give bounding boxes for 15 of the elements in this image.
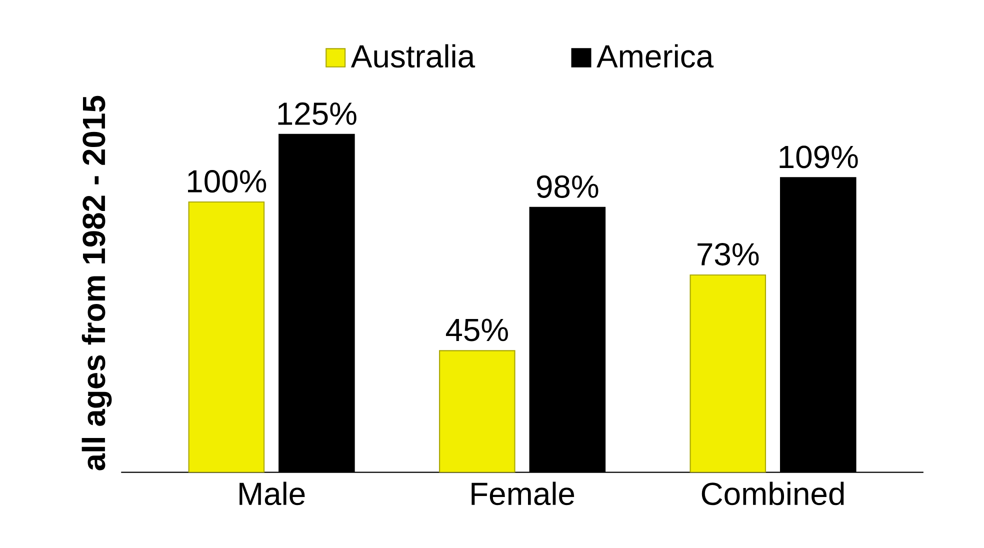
- legend-label: America: [596, 44, 714, 68]
- x-tick-label: Male: [240, 482, 305, 506]
- data-label: 125%: [278, 102, 356, 125]
- y-axis-title: all ages from 1982 - 2015: [82, 96, 112, 470]
- legend-label: Australia: [350, 44, 476, 68]
- bar: [690, 274, 766, 472]
- data-label: 98%: [536, 175, 598, 198]
- bar: [188, 201, 265, 472]
- x-tick-label: Female: [472, 482, 574, 506]
- data-label: 73%: [698, 242, 759, 266]
- data-label: 45%: [446, 318, 508, 342]
- data-label: 109%: [780, 146, 858, 168]
- bar: [439, 350, 516, 472]
- data-label: 100%: [188, 170, 266, 193]
- x-tick-label: Combined: [702, 482, 844, 506]
